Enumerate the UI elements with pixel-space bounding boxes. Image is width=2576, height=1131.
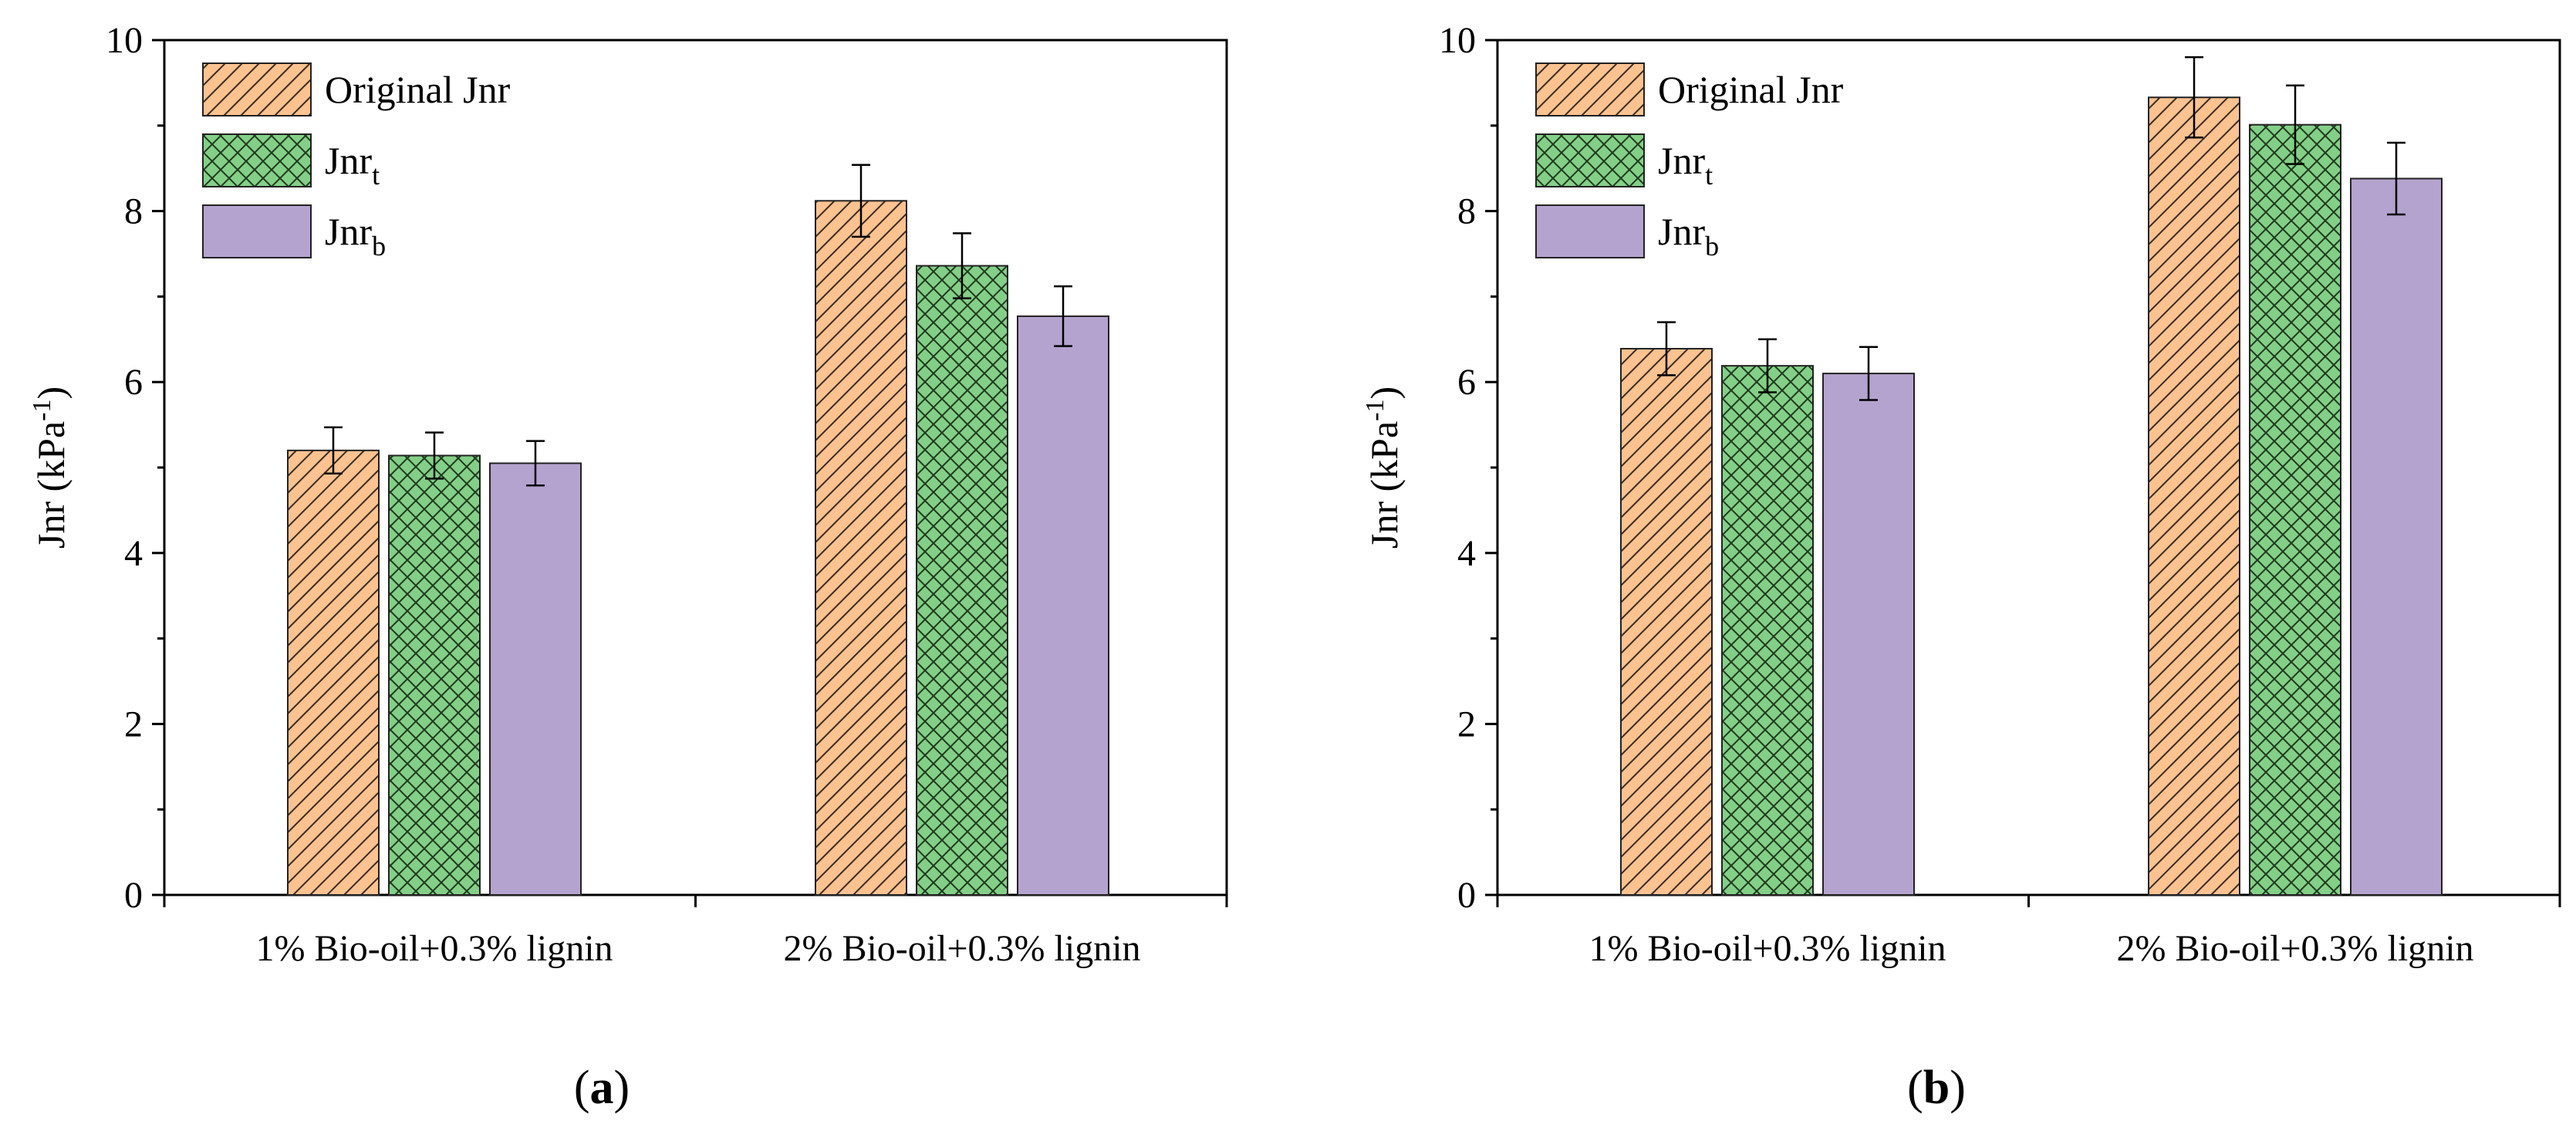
bar [287, 449, 380, 896]
legend-swatch [202, 133, 312, 187]
chart-panel-2: 0 2 4 6 8 10 Jnr (kPa-1) 1% Bio-oil+0.3% lignin… [1361, 20, 2561, 1114]
y-tick-label: 10 [1439, 20, 1476, 61]
x-tick-label: 2% Bio-oil+0.3% lignin [2116, 928, 2473, 969]
y-tick-label: 8 [1457, 191, 1476, 232]
panel-label: (b) [1907, 1062, 1966, 1114]
panel-label: (a) [574, 1062, 630, 1114]
y-tick-label: 0 [124, 875, 143, 916]
legend-label: Original Jnr [325, 68, 511, 111]
legend-label: Jnrb [325, 210, 386, 262]
y-tick-label: 8 [124, 191, 143, 232]
legend-label: Jnrb [1658, 210, 1719, 262]
bar [388, 454, 481, 896]
bar [1620, 347, 1713, 896]
bar [2350, 177, 2443, 896]
legend-label: Original Jnr [1658, 68, 1844, 111]
y-tick-label: 4 [1457, 533, 1476, 574]
x-tick-label: 1% Bio-oil+0.3% lignin [255, 928, 613, 969]
bar [2249, 123, 2341, 896]
legend-swatch [202, 204, 312, 258]
bar [2148, 96, 2240, 896]
y-tick-label: 0 [1457, 875, 1476, 916]
legend-swatch [1535, 133, 1645, 187]
legend-swatch [1535, 62, 1645, 116]
y-tick-label: 4 [124, 533, 143, 574]
y-tick-label: 6 [1457, 362, 1476, 403]
y-tick-label: 10 [106, 20, 143, 61]
legend-label: Jnrt [325, 139, 380, 191]
y-tick-label: 2 [1457, 704, 1476, 744]
y-tick-label: 6 [124, 362, 143, 403]
legend-label: Jnrt [1658, 139, 1713, 191]
y-axis-label: Jnr (kPa-1) [1361, 387, 1406, 549]
bar [1822, 373, 1915, 896]
legend-swatch [202, 62, 312, 116]
bar [815, 200, 907, 896]
bar [489, 462, 582, 896]
bar [1721, 365, 1814, 896]
legend-swatch [1535, 204, 1645, 258]
x-tick-label: 1% Bio-oil+0.3% lignin [1588, 928, 1946, 969]
bar [916, 265, 1008, 896]
chart-panel-1: 0 2 4 6 8 10 Jnr (kPa-1) 1% Bio-oil+0.3% lignin… [28, 20, 1228, 1114]
bar [1017, 315, 1109, 896]
y-axis-label: Jnr (kPa-1) [28, 387, 73, 549]
x-tick-label: 2% Bio-oil+0.3% lignin [783, 928, 1140, 969]
y-tick-label: 2 [124, 704, 143, 744]
